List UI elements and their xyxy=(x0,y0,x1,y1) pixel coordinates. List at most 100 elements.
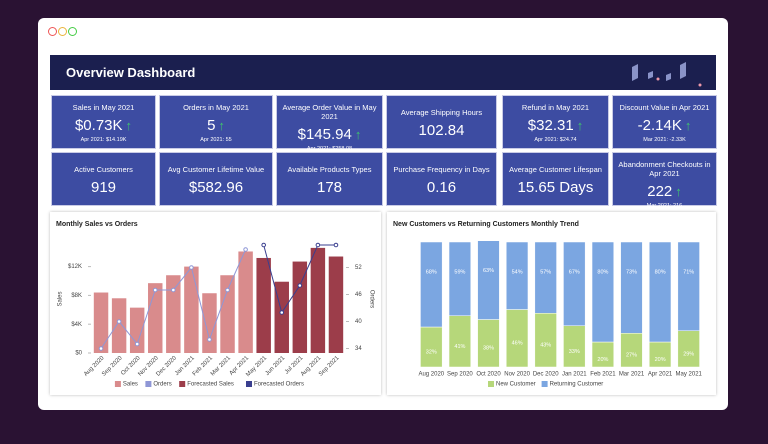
bar-segment xyxy=(563,241,586,326)
y2-tick-label: 46 xyxy=(355,292,362,298)
bar-segment xyxy=(648,341,672,368)
trend-arrow: ↑ xyxy=(218,118,225,133)
kpi-value: 15.65 Days xyxy=(503,179,608,196)
line-point xyxy=(116,319,122,324)
kpi-card: Average Shipping Hours 102.84 xyxy=(387,96,496,148)
kpi-title: Sales in May 2021 xyxy=(72,103,135,112)
header: Overview Dashboard xyxy=(50,55,716,90)
kpi-title: Average Order Value in May 2021 xyxy=(282,103,377,121)
kpi-number: 15.65 Days xyxy=(517,179,594,196)
x-tick-label: Oct 2020 xyxy=(476,372,501,378)
bar-segment xyxy=(477,319,500,368)
x-tick-label: Jun 2021 xyxy=(265,355,287,377)
kpi-title: Average Customer Lifespan xyxy=(509,165,602,174)
legend-label: Returning Customer xyxy=(550,382,604,388)
chart-panel: Monthly Sales vs Orders Sales Orders $0 $4K $… xyxy=(50,212,381,395)
legend-swatch xyxy=(114,381,121,387)
value-label: 41% xyxy=(454,344,465,350)
bar xyxy=(148,283,163,353)
value-label: 29% xyxy=(683,351,694,357)
bar xyxy=(93,292,109,353)
line-point xyxy=(315,242,321,248)
line-point xyxy=(243,247,248,252)
bar-segment xyxy=(534,241,557,314)
dashboard-title: Overview Dashboard xyxy=(66,65,196,80)
kpi-title: Orders in May 2021 xyxy=(183,103,249,112)
x-tick-label: Dec 2020 xyxy=(533,372,559,378)
kpi-card: Sales in May 2021 $0.73K ↑ Apr 2021: $14.19… xyxy=(52,96,155,148)
bar-segment xyxy=(420,326,443,368)
kpi-number: -2.14K xyxy=(637,117,682,134)
kpi-value: $0.73K ↑ xyxy=(52,117,155,134)
x-tick-label: Mar 2021 xyxy=(619,372,645,378)
kpi-title: Purchase Frequency in Days xyxy=(393,165,490,174)
chart: Monthly Sales vs Orders Sales Orders $0 $4K $… xyxy=(56,221,374,388)
x-tick-label: Sep 2020 xyxy=(447,372,473,378)
y-axis-label: Sales xyxy=(58,291,64,306)
kpi-sub: Mar 2021: 216 xyxy=(646,203,683,209)
kpi-card: Discount Value in Apr 2021 -2.14K ↑ Mar 202… xyxy=(613,96,716,148)
legend-label: Orders xyxy=(153,382,171,388)
kpi-number: 0.16 xyxy=(426,179,457,196)
kpi-value: 222 ↑ xyxy=(613,183,716,200)
value-label: 71% xyxy=(683,269,694,275)
bar-segment xyxy=(677,241,700,331)
value-label: 46% xyxy=(512,341,523,347)
kpi-number: $582.96 xyxy=(188,179,244,196)
kpi-value: -2.14K ↑ xyxy=(613,117,716,134)
value-label: 32% xyxy=(426,349,437,355)
line-point xyxy=(98,346,104,351)
value-label: 68% xyxy=(426,269,437,275)
line-point xyxy=(171,287,176,293)
bar-segment xyxy=(677,330,700,368)
kpi-number: 5 xyxy=(207,117,216,134)
kpi-sub: Mar 2021: -2.33K xyxy=(643,137,686,143)
kpi-sub: Apr 2021: 55 xyxy=(200,137,232,143)
kpi-card: Refund in May 2021 $32.31 ↑ Apr 2021: $24.7… xyxy=(503,96,608,148)
kpi-number: 178 xyxy=(316,179,343,196)
line-point xyxy=(225,287,230,293)
value-label: 63% xyxy=(483,268,494,274)
bar xyxy=(292,261,308,353)
bar xyxy=(238,251,253,353)
bar xyxy=(111,298,127,353)
kpi-value: $582.96 xyxy=(160,179,272,196)
kpi-title: Abandonment Checkouts in Apr 2021 xyxy=(618,160,711,178)
bar-segment xyxy=(591,341,615,368)
bar xyxy=(166,275,181,353)
trend-arrow: ↑ xyxy=(684,118,692,133)
value-label: 38% xyxy=(483,346,494,352)
bar-segment xyxy=(620,333,643,368)
bar xyxy=(328,256,344,353)
x-tick-label: Aug 2020 xyxy=(418,372,444,378)
bar-segment xyxy=(620,241,643,334)
chart-panel: New Customers vs Returning Customers Mon… xyxy=(387,212,716,395)
window-dot xyxy=(48,27,57,36)
line-point xyxy=(189,265,194,270)
kpi-card: Active Customers 919 xyxy=(52,153,155,205)
kpi-number: 919 xyxy=(90,179,117,196)
logo xyxy=(632,62,702,87)
line-point xyxy=(134,341,140,347)
bar xyxy=(220,275,235,353)
kpi-number: $145.94 xyxy=(297,126,352,143)
legend-swatch xyxy=(541,381,548,387)
x-tick-label: Nov 2020 xyxy=(504,372,530,378)
value-label: 73% xyxy=(626,269,637,275)
chart-title: Monthly Sales vs Orders xyxy=(56,221,138,228)
bar xyxy=(129,307,145,353)
bar-segment xyxy=(505,309,529,368)
legend-label: Forecasted Orders xyxy=(254,382,304,388)
kpi-number: 222 xyxy=(647,183,673,200)
kpi-number: 102.84 xyxy=(418,122,465,139)
kpi-value: 178 xyxy=(277,179,382,196)
kpi-number: $32.31 xyxy=(527,117,574,134)
value-label: 43% xyxy=(540,343,551,349)
kpi-card: Purchase Frequency in Days 0.16 xyxy=(387,153,496,205)
y-tick-label: $12K xyxy=(68,264,82,270)
value-label: 27% xyxy=(626,353,637,359)
kpi-value: $32.31 ↑ xyxy=(503,117,608,134)
kpi-card: Abandonment Checkouts in Apr 2021 222 ↑ Mar… xyxy=(613,153,716,209)
line-point xyxy=(207,337,212,342)
